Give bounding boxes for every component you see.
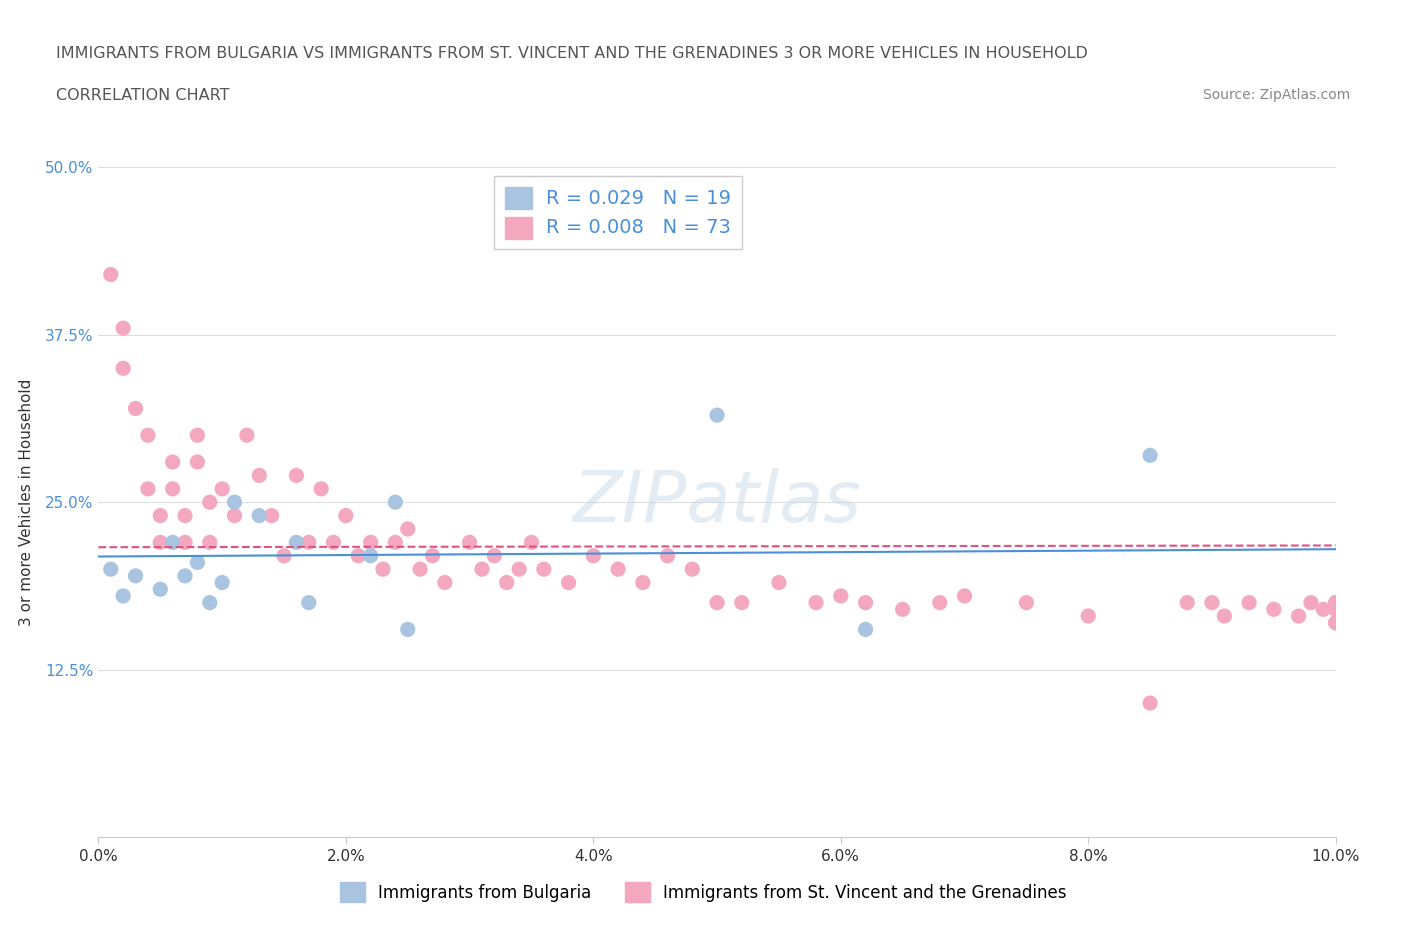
Point (360, 535, 382, 550)
Point (322, 535, 344, 550)
Point (285, 468, 308, 483)
Point (112, 589, 135, 604)
Point (186, 428, 208, 443)
Point (247, 468, 270, 483)
Point (953, 589, 976, 604)
Point (162, 482, 184, 497)
Point (731, 595, 754, 610)
Point (768, 575, 790, 590)
Point (162, 455, 184, 470)
Point (433, 575, 456, 590)
Point (124, 401, 146, 416)
Point (174, 535, 197, 550)
Point (1077, 608, 1099, 623)
Point (224, 495, 246, 510)
Point (384, 495, 406, 510)
Point (520, 535, 543, 550)
Point (607, 562, 630, 577)
Text: CORRELATION CHART: CORRELATION CHART (56, 88, 229, 103)
Point (112, 361, 135, 376)
Point (533, 562, 555, 577)
Point (211, 575, 233, 590)
Point (236, 428, 259, 443)
Point (1213, 608, 1236, 623)
Point (174, 508, 197, 523)
Point (891, 602, 914, 617)
Text: ZIPatlas: ZIPatlas (572, 468, 862, 537)
Point (396, 522, 419, 537)
Point (1324, 616, 1347, 631)
Point (198, 495, 221, 510)
Point (631, 575, 654, 590)
Point (1201, 595, 1223, 610)
Text: Source: ZipAtlas.com: Source: ZipAtlas.com (1202, 88, 1350, 102)
Point (1324, 616, 1347, 631)
Point (508, 562, 530, 577)
Point (1015, 595, 1038, 610)
Point (198, 535, 221, 550)
Point (186, 455, 208, 470)
Point (100, 267, 122, 282)
Point (149, 582, 172, 597)
Point (855, 622, 877, 637)
Point (458, 535, 481, 550)
Point (484, 549, 506, 564)
Point (124, 568, 146, 583)
Point (136, 428, 159, 443)
Point (149, 535, 172, 550)
Point (681, 562, 703, 577)
Point (260, 508, 283, 523)
Point (335, 508, 357, 523)
Point (396, 622, 419, 637)
Point (1175, 595, 1198, 610)
Point (247, 508, 270, 523)
Point (309, 482, 332, 497)
Point (371, 562, 394, 577)
Text: IMMIGRANTS FROM BULGARIA VS IMMIGRANTS FROM ST. VINCENT AND THE GRENADINES 3 OR : IMMIGRANTS FROM BULGARIA VS IMMIGRANTS F… (56, 46, 1088, 61)
Point (198, 595, 221, 610)
Legend: R = 0.029   N = 19, R = 0.008   N = 73: R = 0.029 N = 19, R = 0.008 N = 73 (494, 177, 742, 249)
Point (211, 482, 233, 497)
Point (557, 575, 579, 590)
Legend: Immigrants from Bulgaria, Immigrants from St. Vincent and the Grenadines: Immigrants from Bulgaria, Immigrants fro… (329, 872, 1077, 912)
Point (422, 549, 444, 564)
Point (855, 595, 877, 610)
Point (1288, 608, 1310, 623)
Point (409, 562, 432, 577)
Point (804, 595, 827, 610)
Point (285, 535, 308, 550)
Point (384, 535, 406, 550)
Point (298, 535, 321, 550)
Point (149, 508, 172, 523)
Point (224, 508, 246, 523)
Point (162, 535, 184, 550)
Point (1324, 602, 1347, 617)
Point (1299, 595, 1322, 610)
Point (1139, 696, 1161, 711)
Point (298, 595, 321, 610)
Point (495, 575, 517, 590)
Point (706, 595, 728, 610)
Point (273, 549, 295, 564)
Point (1324, 595, 1347, 610)
Point (174, 568, 197, 583)
Point (136, 482, 159, 497)
Point (186, 555, 208, 570)
Point (1263, 602, 1285, 617)
Point (830, 589, 852, 604)
Point (706, 407, 728, 422)
Point (657, 549, 679, 564)
Point (1324, 595, 1347, 610)
Point (471, 562, 494, 577)
Point (347, 549, 370, 564)
Y-axis label: 3 or more Vehicles in Household: 3 or more Vehicles in Household (18, 379, 34, 626)
Point (1312, 602, 1334, 617)
Point (582, 549, 605, 564)
Point (112, 321, 135, 336)
Point (1139, 448, 1161, 463)
Point (928, 595, 950, 610)
Point (360, 549, 382, 564)
Point (100, 562, 122, 577)
Point (1237, 595, 1260, 610)
